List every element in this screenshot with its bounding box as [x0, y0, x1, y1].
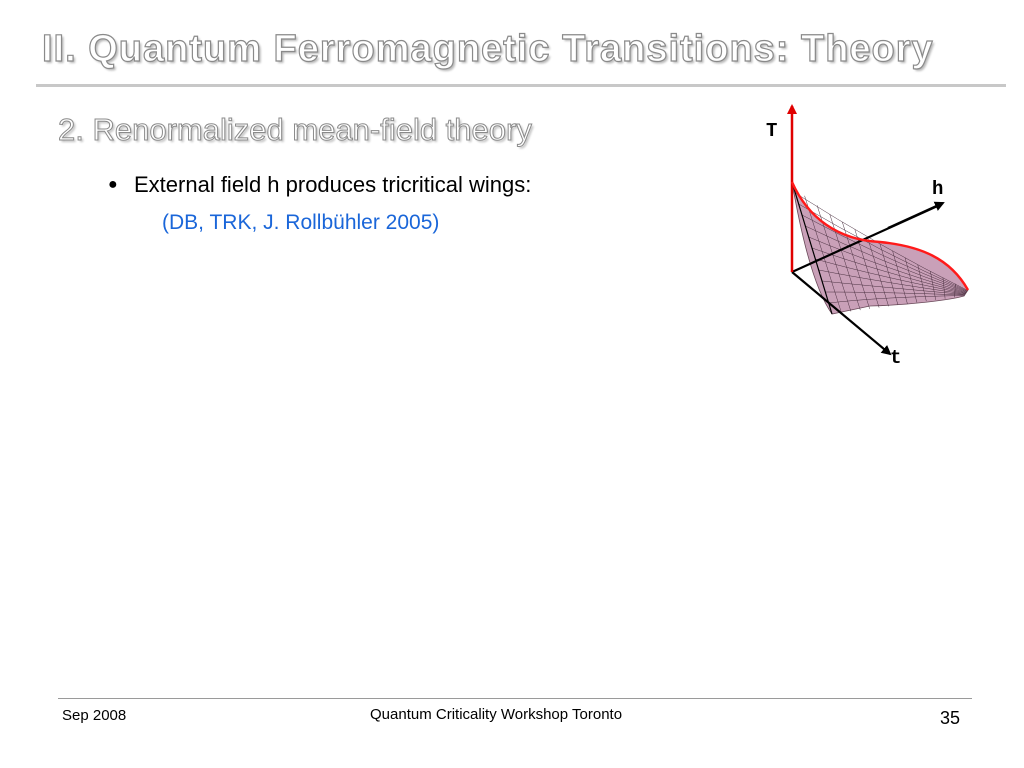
- T-axis-label: T: [766, 120, 777, 142]
- mesh-line: [930, 270, 936, 300]
- bullet-text: External field h produces tricritical wi…: [134, 172, 532, 197]
- surface-front-edge: [791, 181, 833, 315]
- footer-date: Sep 2008: [62, 707, 127, 724]
- slide-title: II. Quantum Ferromagnetic Transitions: T…: [41, 27, 934, 70]
- mesh-line: [815, 258, 966, 294]
- title-divider: [36, 84, 1006, 87]
- mesh-line: [828, 295, 965, 304]
- mesh-line: [942, 277, 946, 299]
- wing-edge-line: [790, 181, 970, 291]
- mesh-line: [798, 203, 968, 292]
- mesh-line: [795, 192, 968, 291]
- mesh-line: [804, 195, 842, 313]
- mesh-line: [904, 257, 918, 303]
- t-axis: [791, 271, 892, 356]
- mesh-line: [879, 244, 899, 306]
- page-number: 35: [940, 708, 961, 728]
- h-axis-arrow: [887, 201, 945, 230]
- mesh-line: [801, 214, 968, 292]
- bullet-marker: ●: [108, 176, 118, 193]
- mesh-line: [825, 291, 965, 296]
- mesh-line: [818, 269, 966, 295]
- citation: (DB, TRK, J. Rollbühler 2005): [162, 211, 440, 234]
- t-axis-label: t: [890, 347, 901, 369]
- mesh-line: [805, 225, 967, 293]
- footer-divider: [58, 698, 972, 699]
- mesh-line: [811, 247, 967, 294]
- mesh-line: [808, 236, 967, 293]
- mesh-line: [821, 280, 966, 295]
- footer-event: Quantum Criticality Workshop Toronto: [370, 706, 623, 723]
- tricritical-wings-diagram: T h t: [766, 104, 970, 369]
- slide-subtitle: 2. Renormalized mean-field theory: [58, 112, 533, 148]
- mesh-line: [867, 236, 889, 307]
- mesh-line: [892, 250, 908, 304]
- mesh-line: [917, 264, 927, 302]
- bullet-item: ● External field h produces tricritical w…: [108, 172, 531, 198]
- h-axis-label: h: [932, 178, 943, 200]
